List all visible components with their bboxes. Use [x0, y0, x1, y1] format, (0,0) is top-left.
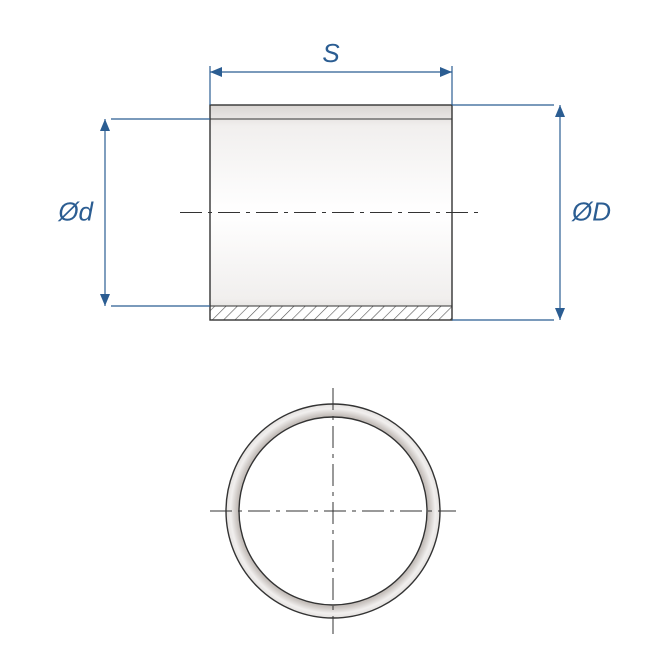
end-view — [210, 388, 456, 634]
section-hatch — [210, 306, 452, 320]
label-width: S — [322, 38, 340, 68]
label-outer-diameter: ØD — [571, 197, 611, 227]
label-inner-diameter: Ød — [57, 197, 94, 227]
side-view — [180, 105, 482, 320]
dimension-width: S — [210, 38, 452, 105]
